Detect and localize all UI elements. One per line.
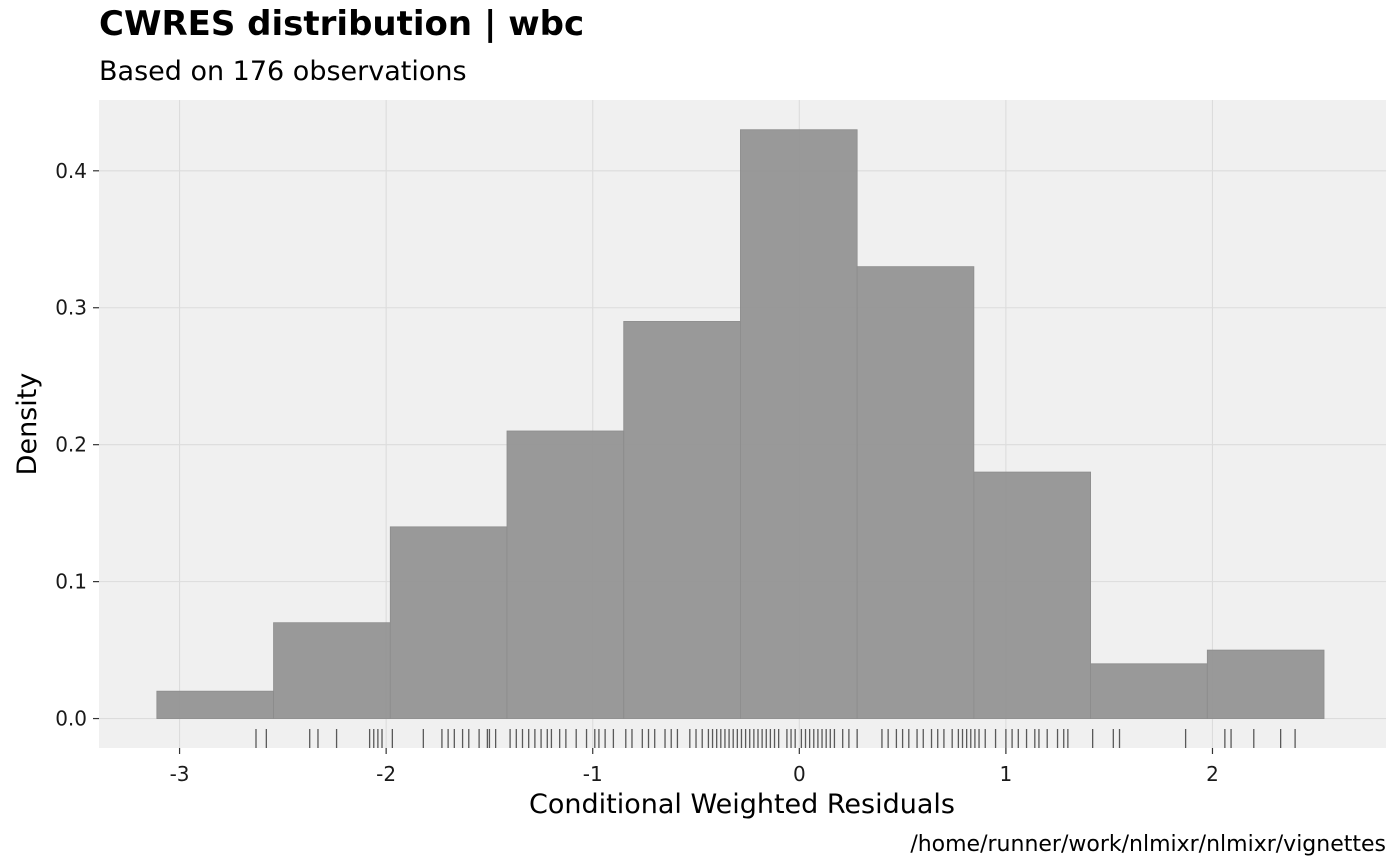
histogram-bar	[273, 622, 391, 719]
y-tick-label: 0.2	[55, 433, 87, 457]
axis-ticks	[93, 170, 1214, 754]
chart-caption: /home/runner/work/nlmixr/nlmixr/vignette…	[910, 832, 1386, 857]
rug-ticks	[255, 729, 1296, 748]
histogram-bar	[740, 129, 858, 719]
x-tick-label: -2	[376, 762, 396, 786]
x-tick-label: 1	[1000, 762, 1013, 786]
x-tick-label: 2	[1206, 762, 1219, 786]
histogram-bar	[623, 321, 741, 719]
histogram-bar	[156, 690, 274, 719]
histogram-bar	[506, 430, 625, 719]
y-tick-label: 0.0	[55, 707, 87, 731]
y-axis-title: Density	[12, 373, 43, 476]
chart-title: CWRES distribution | wbc	[99, 4, 584, 44]
x-tick-label: -3	[170, 762, 190, 786]
chart-subtitle: Based on 176 observations	[99, 56, 467, 87]
y-tick-labels: 0.0 0.1 0.2 0.3 0.4	[55, 159, 87, 731]
x-axis-title: Conditional Weighted Residuals	[529, 789, 955, 820]
y-tick-label: 0.4	[55, 159, 87, 183]
histogram-bar	[389, 526, 508, 719]
histogram-bar	[1090, 663, 1208, 719]
histogram-bars	[156, 129, 1325, 719]
x-tick-label: -1	[583, 762, 603, 786]
histogram-bar	[1206, 649, 1325, 719]
histogram-bar	[973, 471, 1091, 719]
x-tick-labels: -3 -2 -1 0 1 2	[170, 762, 1219, 786]
y-tick-label: 0.1	[55, 570, 87, 594]
x-tick-label: 0	[793, 762, 806, 786]
y-tick-label: 0.3	[55, 296, 87, 320]
histogram-bar	[856, 266, 975, 719]
